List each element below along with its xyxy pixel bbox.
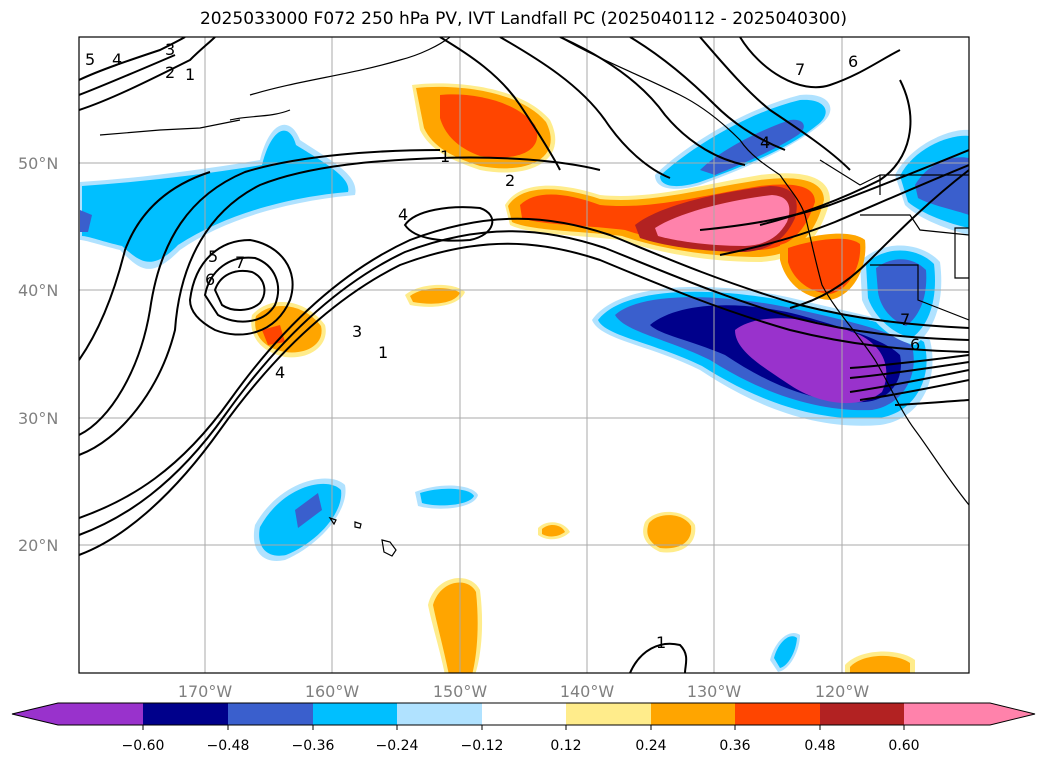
colorbar-swatch [566,703,651,725]
colorbar-swatch [228,703,313,725]
lat-label: 40°N [18,281,58,300]
contour-labels: 1 2 3 4 4 5 6 7 1 1 7 6 4 7 6 2 1 3 4 5 [85,40,920,652]
svg-text:5: 5 [85,50,95,69]
lon-label: 160°W [305,682,360,701]
svg-text:7: 7 [900,310,910,329]
svg-text:6: 6 [910,335,920,354]
svg-text:1: 1 [185,65,195,84]
lon-label: 120°W [815,682,870,701]
svg-text:4: 4 [112,50,122,69]
svg-text:6: 6 [848,52,858,71]
svg-text:3: 3 [352,322,362,341]
svg-text:1: 1 [656,633,666,652]
svg-text:4: 4 [275,363,285,382]
lon-label: 170°W [178,682,233,701]
colorbar: −0.60 −0.48 −0.36 −0.24 −0.12 0.12 0.24 … [11,702,1036,754]
colorbar-swatch [904,703,990,725]
svg-text:2: 2 [165,63,175,82]
svg-text:7: 7 [235,253,245,272]
colorbar-tick-label: −0.36 [292,738,335,754]
svg-text:7: 7 [795,60,805,79]
lat-label: 20°N [18,536,58,555]
colorbar-tick-label: −0.24 [376,738,419,754]
colorbar-tick-label: −0.60 [122,738,165,754]
lat-label: 30°N [18,409,58,428]
svg-text:2: 2 [505,171,515,190]
longitude-labels: 170°W 160°W 150°W 140°W 130°W 120°W [178,682,870,701]
colorbar-swatch [58,703,143,725]
pv-contours [79,37,969,673]
lat-label: 50°N [18,154,58,173]
colorbar-tick-label: 0.60 [888,738,919,754]
colorbar-tick-label: −0.48 [207,738,250,754]
positive-ivt-shading [251,83,915,673]
map-title: 2025033000 F072 250 hPa PV, IVT Landfall… [199,9,847,29]
colorbar-tick-label: 0.36 [719,738,750,754]
coastlines [99,37,969,557]
lon-label: 130°W [687,682,742,701]
colorbar-swatch [482,703,566,725]
lon-label: 150°W [433,682,488,701]
colorbar-extend-high [990,703,1035,725]
lon-label: 140°W [560,682,615,701]
svg-text:1: 1 [440,147,450,166]
negative-ivt-shading [80,94,969,672]
colorbar-swatch [735,703,820,725]
colorbar-swatch [143,703,228,725]
svg-text:3: 3 [165,40,175,59]
colorbar-swatch [820,703,904,725]
map-plot-area: 1 2 3 4 4 5 6 7 1 1 7 6 4 7 6 2 1 3 4 5 [79,37,969,673]
svg-text:1: 1 [378,343,388,362]
svg-text:6: 6 [205,270,215,289]
latitude-labels: 50°N 40°N 30°N 20°N [18,154,58,555]
colorbar-swatch [313,703,397,725]
colorbar-tick-label: 0.12 [550,738,581,754]
colorbar-swatch [397,703,482,725]
svg-text:4: 4 [398,205,408,224]
gridlines [79,37,969,673]
map-frame [78,36,970,674]
svg-text:4: 4 [760,133,770,152]
colorbar-extend-low [12,703,58,725]
colorbar-swatch [651,703,735,725]
svg-text:5: 5 [208,247,218,266]
colorbar-tick-label: 0.48 [804,738,835,754]
colorbar-tick-label: −0.12 [461,738,504,754]
colorbar-tick-label: 0.24 [635,738,666,754]
